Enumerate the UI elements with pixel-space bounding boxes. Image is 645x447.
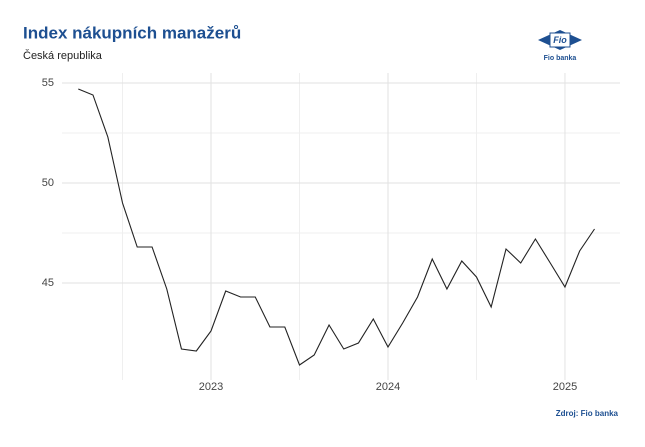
logo-name: Fio banka xyxy=(544,55,577,62)
chart-subtitle: Česká republika xyxy=(23,49,103,62)
source: Zdroj: Fio banka xyxy=(556,409,619,418)
y-tick-label: 50 xyxy=(42,177,54,189)
y-tick-label: 55 xyxy=(42,77,54,89)
logo-mark: Fio xyxy=(553,35,567,45)
x-tick-label: 2025 xyxy=(553,381,577,393)
logo: Fio Fio banka xyxy=(538,30,582,62)
logo-box xyxy=(549,32,571,48)
y-tick-label: 45 xyxy=(42,277,54,289)
x-tick-label: 2024 xyxy=(376,381,400,393)
x-tick-label: 2023 xyxy=(199,381,223,393)
line xyxy=(78,88,595,366)
chart-title: Index nákupních manažerů xyxy=(23,23,241,42)
